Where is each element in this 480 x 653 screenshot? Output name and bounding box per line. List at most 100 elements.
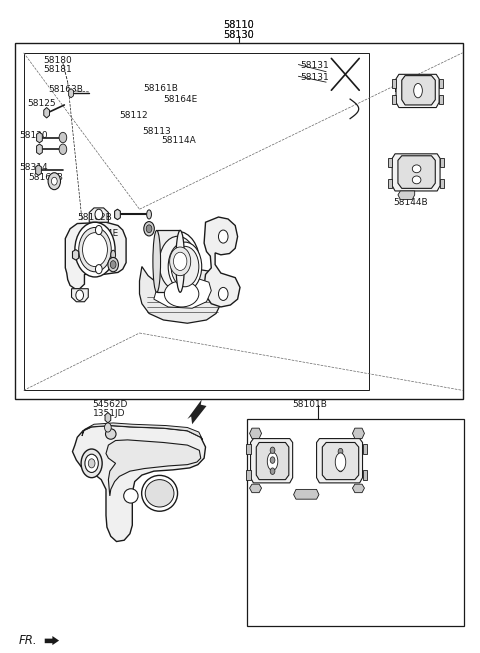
Text: 58110: 58110 bbox=[224, 20, 254, 31]
Circle shape bbox=[270, 447, 275, 454]
Ellipse shape bbox=[267, 453, 278, 471]
Text: 58180: 58180 bbox=[43, 56, 72, 65]
Ellipse shape bbox=[124, 488, 138, 503]
Polygon shape bbox=[204, 217, 240, 307]
Polygon shape bbox=[256, 443, 289, 480]
Polygon shape bbox=[388, 178, 392, 187]
Circle shape bbox=[79, 227, 111, 272]
Ellipse shape bbox=[147, 210, 152, 219]
Ellipse shape bbox=[171, 246, 199, 287]
Ellipse shape bbox=[412, 176, 421, 183]
Polygon shape bbox=[439, 95, 443, 104]
Ellipse shape bbox=[164, 281, 199, 307]
Circle shape bbox=[88, 459, 95, 468]
Polygon shape bbox=[187, 400, 206, 424]
Ellipse shape bbox=[159, 236, 196, 291]
Polygon shape bbox=[72, 249, 79, 260]
Ellipse shape bbox=[412, 165, 421, 173]
Polygon shape bbox=[140, 266, 222, 323]
Circle shape bbox=[75, 222, 115, 277]
Ellipse shape bbox=[106, 429, 116, 439]
Circle shape bbox=[110, 261, 116, 268]
Text: 58163B: 58163B bbox=[28, 173, 63, 182]
Polygon shape bbox=[69, 89, 73, 98]
Circle shape bbox=[59, 144, 67, 155]
Polygon shape bbox=[402, 76, 435, 105]
Circle shape bbox=[108, 257, 119, 272]
Polygon shape bbox=[36, 133, 42, 143]
Text: 58120: 58120 bbox=[19, 131, 48, 140]
Polygon shape bbox=[362, 444, 367, 454]
Text: 58162B: 58162B bbox=[77, 212, 112, 221]
Polygon shape bbox=[323, 443, 359, 480]
Polygon shape bbox=[106, 440, 201, 496]
Polygon shape bbox=[115, 209, 120, 219]
Ellipse shape bbox=[414, 84, 422, 98]
Circle shape bbox=[48, 173, 60, 189]
Text: 58101B: 58101B bbox=[293, 400, 327, 409]
Polygon shape bbox=[45, 636, 59, 645]
Ellipse shape bbox=[168, 242, 202, 291]
Text: 58131: 58131 bbox=[300, 73, 329, 82]
Polygon shape bbox=[36, 165, 41, 175]
Polygon shape bbox=[396, 74, 439, 108]
Circle shape bbox=[338, 466, 343, 472]
Circle shape bbox=[51, 177, 57, 185]
Circle shape bbox=[105, 423, 111, 432]
Polygon shape bbox=[294, 489, 319, 499]
Circle shape bbox=[96, 225, 102, 234]
Circle shape bbox=[59, 133, 67, 143]
Polygon shape bbox=[250, 484, 262, 492]
Text: 58131: 58131 bbox=[300, 61, 329, 71]
Circle shape bbox=[96, 264, 102, 274]
Polygon shape bbox=[398, 191, 415, 199]
Polygon shape bbox=[89, 208, 108, 222]
Polygon shape bbox=[246, 444, 251, 454]
Circle shape bbox=[218, 287, 228, 300]
Polygon shape bbox=[398, 156, 435, 188]
Text: 58163B: 58163B bbox=[48, 85, 84, 94]
Ellipse shape bbox=[142, 475, 178, 511]
Circle shape bbox=[270, 457, 275, 464]
Text: 58161B: 58161B bbox=[144, 84, 178, 93]
Polygon shape bbox=[105, 413, 111, 423]
Polygon shape bbox=[362, 470, 367, 480]
Polygon shape bbox=[392, 95, 396, 104]
Polygon shape bbox=[72, 289, 88, 302]
Circle shape bbox=[218, 230, 228, 243]
Polygon shape bbox=[250, 428, 262, 439]
Bar bbox=[157, 231, 180, 293]
Text: 58114A: 58114A bbox=[161, 136, 196, 145]
Circle shape bbox=[173, 252, 187, 270]
Bar bbox=[15, 43, 463, 400]
Text: 58181: 58181 bbox=[43, 65, 72, 74]
Text: FR.: FR. bbox=[19, 634, 37, 647]
Circle shape bbox=[144, 221, 155, 236]
Bar bbox=[24, 53, 369, 390]
Polygon shape bbox=[352, 428, 364, 439]
Polygon shape bbox=[82, 423, 203, 440]
Text: 58130: 58130 bbox=[224, 29, 254, 40]
Polygon shape bbox=[440, 158, 444, 167]
Polygon shape bbox=[392, 79, 396, 88]
Circle shape bbox=[83, 232, 108, 266]
Circle shape bbox=[146, 225, 152, 232]
Text: 58110: 58110 bbox=[224, 20, 254, 31]
Text: 58113: 58113 bbox=[142, 127, 170, 136]
Text: 58130: 58130 bbox=[224, 29, 254, 40]
Text: 58112: 58112 bbox=[120, 111, 148, 120]
Text: 54562D: 54562D bbox=[93, 400, 128, 409]
Polygon shape bbox=[246, 470, 251, 480]
Ellipse shape bbox=[153, 231, 160, 293]
Text: 58164E: 58164E bbox=[163, 95, 198, 104]
Polygon shape bbox=[72, 426, 205, 541]
Polygon shape bbox=[36, 144, 42, 155]
Text: 58144B: 58144B bbox=[393, 199, 428, 207]
Text: 58125: 58125 bbox=[27, 99, 56, 108]
Polygon shape bbox=[44, 108, 49, 118]
Text: 58164E: 58164E bbox=[84, 229, 119, 238]
Polygon shape bbox=[154, 278, 211, 308]
Ellipse shape bbox=[176, 231, 184, 293]
Circle shape bbox=[338, 449, 343, 455]
Text: 1351JD: 1351JD bbox=[93, 409, 125, 419]
